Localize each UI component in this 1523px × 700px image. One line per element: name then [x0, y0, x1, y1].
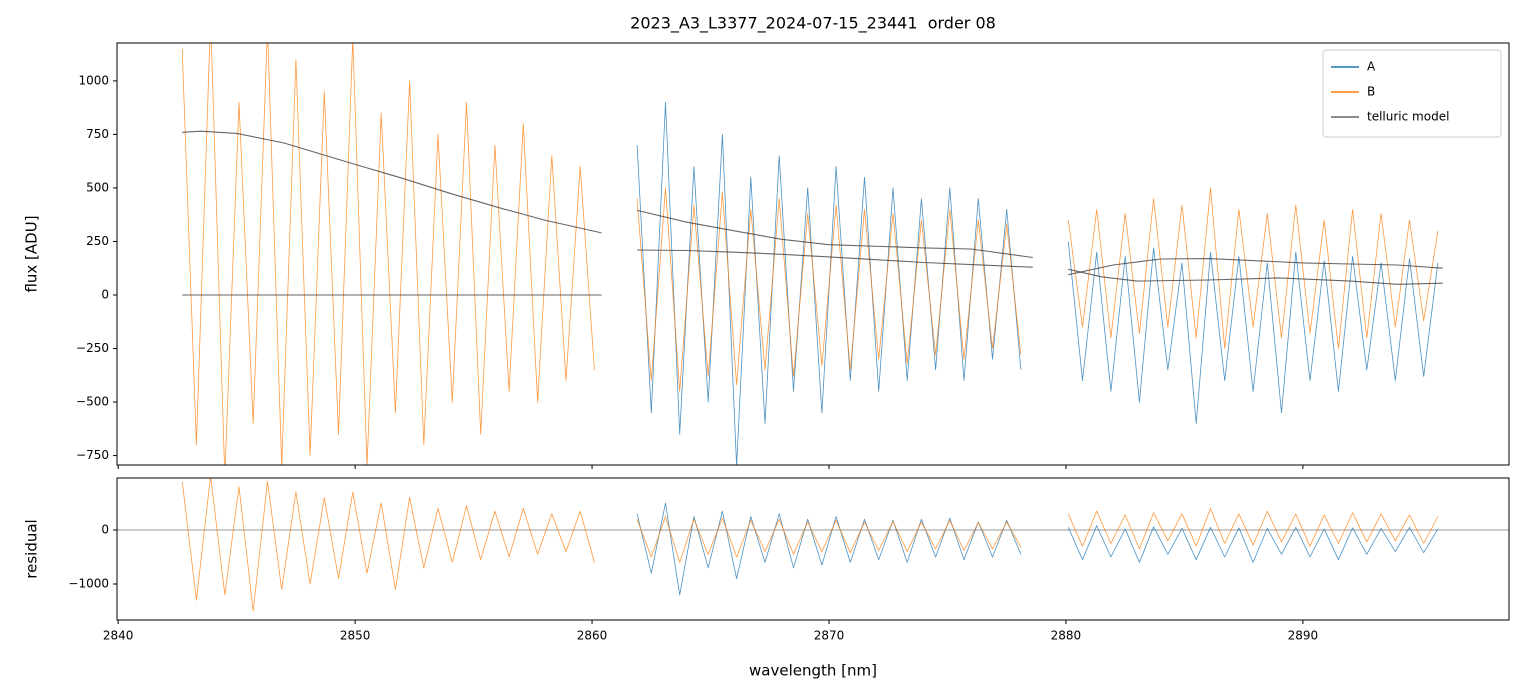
spectrum-line [636, 502, 1439, 596]
spectrum-line [181, 43, 1439, 465]
axes-frame [116, 477, 1510, 621]
x-tick-label: 2850 [340, 629, 371, 643]
plot-area [117, 478, 1509, 612]
y-tick-label: 1000 [78, 73, 109, 87]
y-tick-label: 0 [101, 522, 109, 536]
chart-title: 2023_A3_L3377_2024-07-15_23441 order 08 [630, 14, 996, 34]
x-axis-label: wavelength [nm] [749, 662, 877, 680]
x-tick-label: 2880 [1051, 629, 1082, 643]
x-tick-label: 2890 [1288, 629, 1319, 643]
y-tick-label: −250 [76, 341, 109, 355]
axes-frame [116, 42, 1510, 466]
y-tick-label: 500 [86, 180, 109, 194]
y-tick-label: −1000 [68, 576, 109, 590]
y-axis-label: flux [ADU] [23, 215, 41, 292]
y-tick-label: −500 [76, 395, 109, 409]
y-tick-label: 250 [86, 234, 109, 248]
y-tick-label: 0 [101, 288, 109, 302]
legend-label: A [1367, 60, 1376, 74]
x-tick-label: 2840 [103, 629, 134, 643]
legend-label: telluric model [1367, 110, 1449, 124]
x-tick-label: 2870 [814, 629, 845, 643]
spectrum-line [181, 478, 1439, 612]
model-line [182, 209, 1443, 296]
y-tick-label: −750 [76, 448, 109, 462]
x-tick-label: 2860 [577, 629, 608, 643]
plot-area [181, 43, 1443, 465]
legend-label: B [1367, 85, 1375, 99]
model-line [182, 130, 1443, 276]
y-axis-label: residual [23, 519, 41, 578]
y-tick-label: 750 [86, 127, 109, 141]
legend-box [1322, 49, 1502, 138]
